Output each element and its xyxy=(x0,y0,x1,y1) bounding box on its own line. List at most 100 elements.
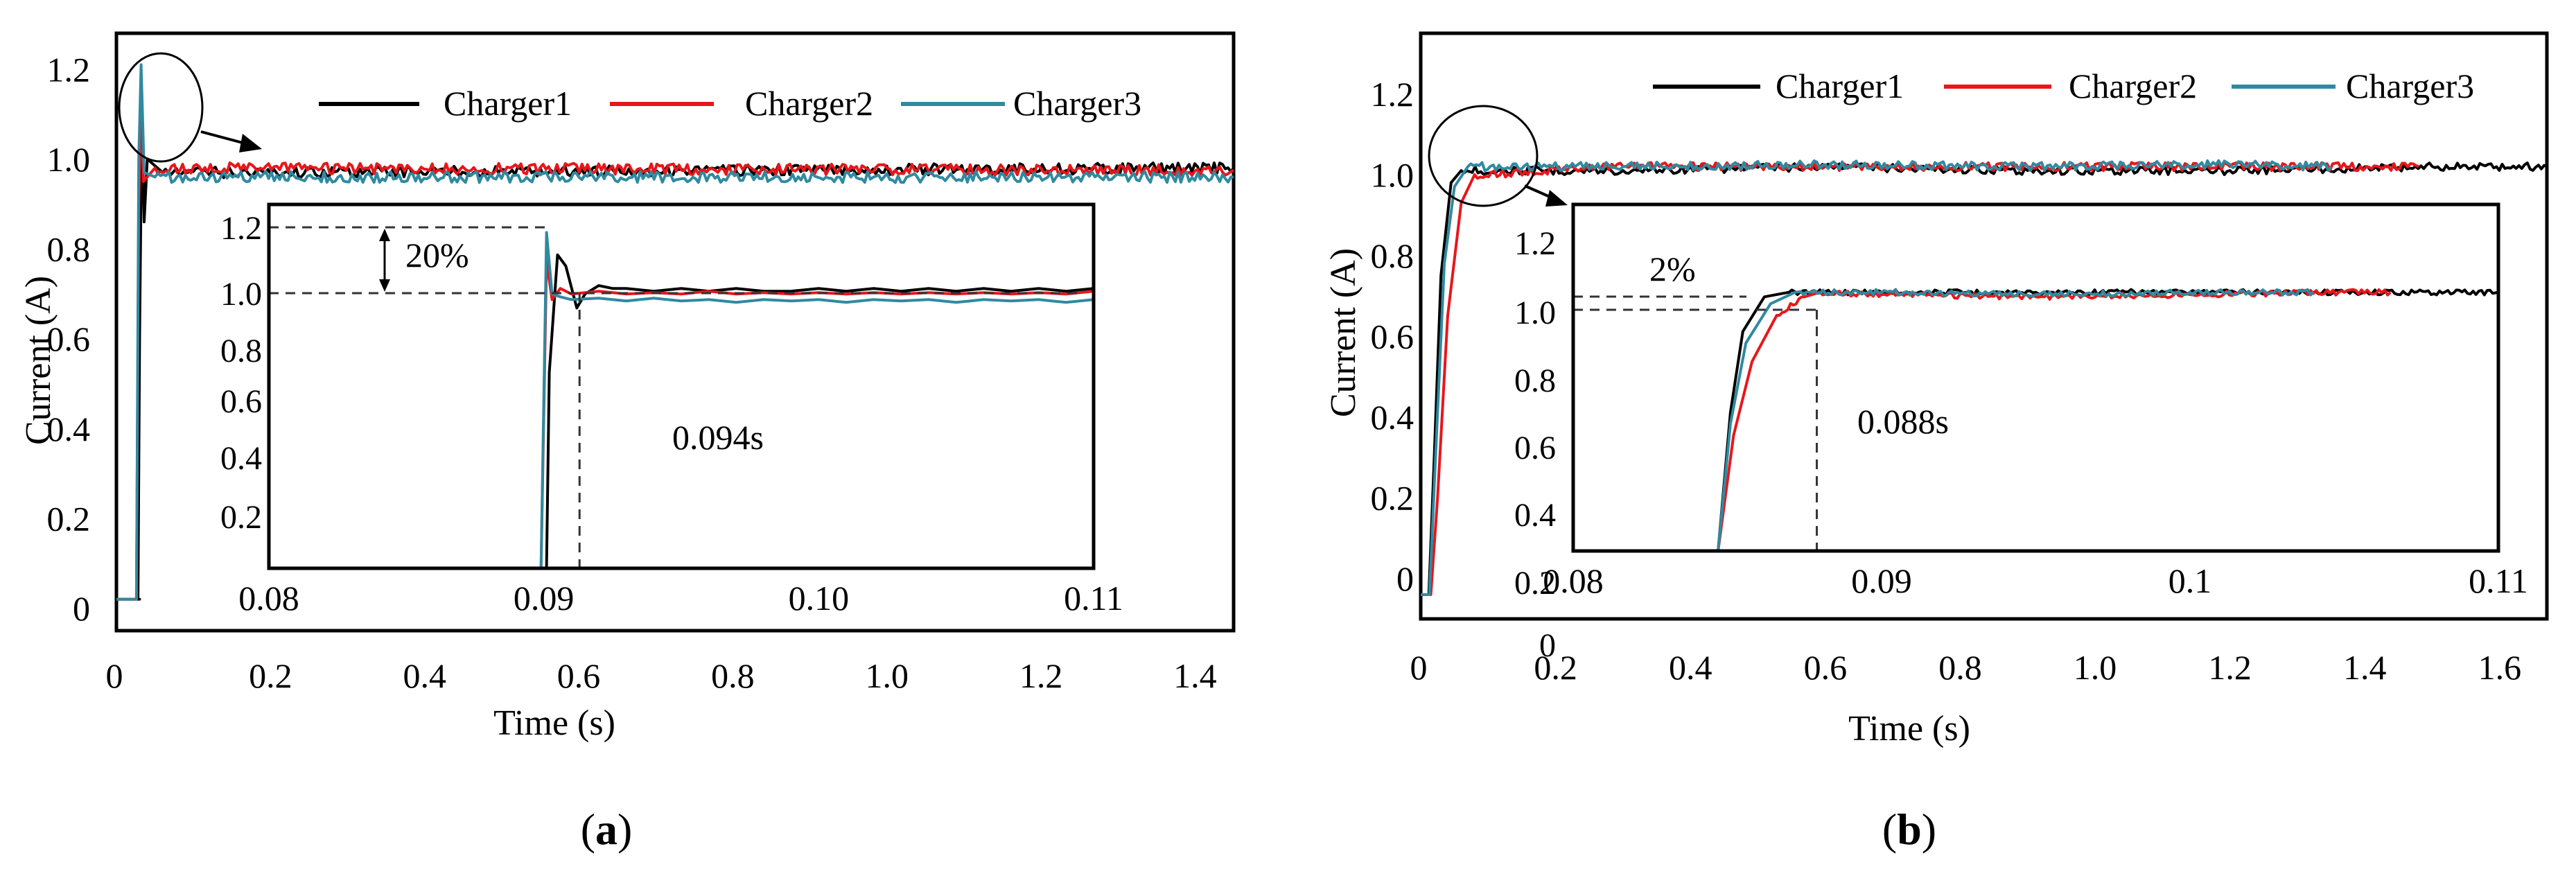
panel-b-inset-line-charger3 xyxy=(1717,288,2315,552)
panel-a-inset-xtick-label: 0.10 xyxy=(789,579,850,617)
panel-b-ytick-label: 1.2 xyxy=(1371,75,1414,114)
panel-b-yticks: 0 0.2 0.4 0.6 0.8 1.0 1.2 xyxy=(1371,75,1414,598)
panel-b-zoom-circle xyxy=(1428,105,1539,207)
panel-b-legend-label-charger3: Charger3 xyxy=(2346,67,2474,105)
panel-b-inset-frame xyxy=(1571,202,2500,553)
panel-b-inset-ytick-label: 1.0 xyxy=(1514,295,1556,331)
panel-a-inset-ytick-label: 0.4 xyxy=(220,440,262,477)
panel-a-inset-ytick-label: 1.0 xyxy=(220,276,262,313)
panel-b-ytick-label: 0.4 xyxy=(1371,398,1414,437)
panel-a-inset-frame xyxy=(267,202,1096,570)
panel-b-xtick-label: 1.4 xyxy=(2343,648,2387,687)
panel-b-frame xyxy=(1419,31,2549,621)
panel-a-ytick-label: 0 xyxy=(73,589,90,628)
panel-b-xlabel: Time (s) xyxy=(1848,709,1970,748)
panel-b-settling-annotation: 0.088s xyxy=(1857,402,1949,441)
panel-a-xtick-label: 0.8 xyxy=(711,656,755,695)
panel-b-inset: 1.2 1.0 0.8 0.6 0.4 0.2 0 0.08 0.09 0.1 0.11 2% 0… xyxy=(1514,202,2528,664)
panel-a-inset-xtick-label: 0.11 xyxy=(1064,579,1123,617)
panel-b-xtick-label: 0.6 xyxy=(1804,648,1848,687)
panel-a-inset-guides xyxy=(269,226,1081,568)
panel-a-main-line-charger2 xyxy=(116,103,1234,601)
panel-a-inset-ytick-label: 1.2 xyxy=(220,210,262,247)
panel-b-xticks: 0 0.2 0.4 0.6 0.8 1.0 1.2 1.4 1.6 xyxy=(1410,648,2522,687)
panel-a-ytick-label: 0.6 xyxy=(47,319,91,358)
panel-a-inset-xtick-label: 0.09 xyxy=(514,579,575,617)
panel-a-xticks: 0 0.2 0.4 0.6 0.8 1.0 1.2 1.4 xyxy=(106,656,1217,695)
panel-a-ylabel: Current (A) xyxy=(19,276,58,445)
panel-a-xtick-label: 0.6 xyxy=(557,656,601,695)
panel-a-inset-background xyxy=(269,204,1094,568)
panel-a-inset-line-charger1 xyxy=(545,253,1094,569)
panel-a-xtick-label: 1.2 xyxy=(1019,656,1063,695)
panel-b-inset-xtick-label: 0.1 xyxy=(2168,561,2212,600)
panel-b-label: (b) xyxy=(1882,805,1936,854)
panel-b-legend: Charger1 Charger2 Charger3 xyxy=(1653,67,2474,105)
panel-a-label: (a) xyxy=(581,805,633,854)
panel-b-xtick-label: 1.0 xyxy=(2074,648,2117,687)
panel-b-legend-label-charger1: Charger1 xyxy=(1776,67,1904,105)
panel-b-xtick-label: 1.6 xyxy=(2478,648,2522,687)
panel-b-main-series xyxy=(1421,159,2548,596)
panel-b-ylabel: Current (A) xyxy=(1324,248,1363,417)
panel-b-ytick-label: 0.2 xyxy=(1371,479,1414,518)
panel-a-zoom-arrowhead xyxy=(239,134,262,152)
panel-b-inset-xtick-label: 0.11 xyxy=(2469,561,2528,600)
panel-a-inset-xtick-label: 0.08 xyxy=(238,579,299,617)
panel-a-legend: Charger1 Charger2 Charger3 xyxy=(319,84,1141,123)
panel-a-legend-label-charger3: Charger3 xyxy=(1013,84,1141,123)
panel-b-ytick-label: 0.8 xyxy=(1371,236,1414,275)
panel-b-ytick-label: 0 xyxy=(1396,559,1414,598)
panel-b: 00.20.40.60.81.01.2 0 0.2 0.4 0.6 0.8 1.0 1.2 1… xyxy=(1324,31,2549,854)
panel-b-zoom-arrowhead xyxy=(1545,190,1568,207)
panel-a-inset-yticks: 1.2 1.0 0.8 0.6 0.4 0.2 xyxy=(220,210,262,536)
panel-b-inset-xtick-label: 0.09 xyxy=(1851,561,1912,600)
panel-a-inset: 1.21.00.80.60.40.2 0.08 0.09 0.10 0.11 20% … xyxy=(220,202,1123,617)
panel-b-inset-ytick-label: 0.4 xyxy=(1514,497,1556,534)
panel-a-legend-label-charger1: Charger1 xyxy=(444,84,572,123)
panel-a-inset-ytick-label: 0.8 xyxy=(220,333,262,369)
panel-a-frame xyxy=(114,31,1236,633)
panel-a-zoom-circle xyxy=(118,52,204,163)
panel-a-yticks: 0 0.2 0.4 0.6 0.8 1.0 1.2 xyxy=(47,50,91,628)
panel-a-main-line-charger3 xyxy=(116,63,1234,601)
panel-a: 00.20.40.60.81.01.2 0 0.2 0.4 0.6 0.8 1.0 1.2 1… xyxy=(19,31,1236,854)
panel-b-xtick-label: 0.2 xyxy=(1534,648,1577,687)
panel-a-xtick-label: 0 xyxy=(106,656,123,695)
panel-a-main-series xyxy=(116,63,1235,601)
panel-b-ytick-label: 1.0 xyxy=(1371,155,1414,194)
panel-b-inset-yticks: 1.2 1.0 0.8 0.6 0.4 0.2 0 xyxy=(1514,225,1556,664)
panel-a-xlabel: Time (s) xyxy=(493,703,615,743)
panel-a-xtick-label: 0.4 xyxy=(403,656,446,695)
panel-b-xtick-label: 0.4 xyxy=(1669,648,1712,687)
panel-a-xtick-label: 1.4 xyxy=(1173,656,1217,695)
panel-b-inset-series xyxy=(1717,288,2499,552)
panel-b-inset-xticks: 0.08 0.09 0.1 0.11 xyxy=(1543,561,2528,600)
panel-a-overshoot-annotation: 20% xyxy=(405,236,469,274)
panel-a-inset-ytick-label: 0.2 xyxy=(220,499,262,536)
panel-b-main-line-charger3 xyxy=(1421,159,2333,596)
panel-b-inset-guides xyxy=(1573,295,1819,551)
panel-a-inset-xticks: 0.08 0.09 0.10 0.11 xyxy=(238,579,1123,617)
panel-a-inset-ytick-label: 0.6 xyxy=(220,383,262,420)
panel-a-legend-label-charger2: Charger2 xyxy=(745,84,873,123)
panel-a-inset-line-charger3 xyxy=(539,231,1094,569)
panel-b-overshoot-annotation: 2% xyxy=(1649,249,1696,288)
panel-a-overshoot-arrowhead-up xyxy=(379,229,390,241)
panel-b-xtick-label: 0 xyxy=(1410,648,1428,687)
panel-a-xtick-label: 1.0 xyxy=(865,656,909,695)
panel-b-inset-ytick-label: 0.2 xyxy=(1514,565,1556,602)
panel-a-ytick-label: 1.0 xyxy=(47,140,91,179)
panel-a-settling-annotation: 0.094s xyxy=(672,418,764,457)
panel-b-inset-background xyxy=(1573,204,2498,551)
panel-a-ytick-label: 0.8 xyxy=(47,230,91,269)
panel-a-ytick-label: 0.2 xyxy=(47,499,91,538)
panel-b-legend-label-charger2: Charger2 xyxy=(2069,67,2197,105)
panel-b-inset-ytick-label: 0.6 xyxy=(1514,430,1556,466)
panel-a-xtick-label: 0.2 xyxy=(249,656,292,695)
panel-b-inset-ytick-label: 1.2 xyxy=(1514,225,1556,262)
panel-b-xtick-label: 1.2 xyxy=(2208,648,2252,687)
panel-a-overshoot-arrowhead-down xyxy=(379,279,390,292)
panel-a-ytick-label: 1.2 xyxy=(47,50,91,89)
